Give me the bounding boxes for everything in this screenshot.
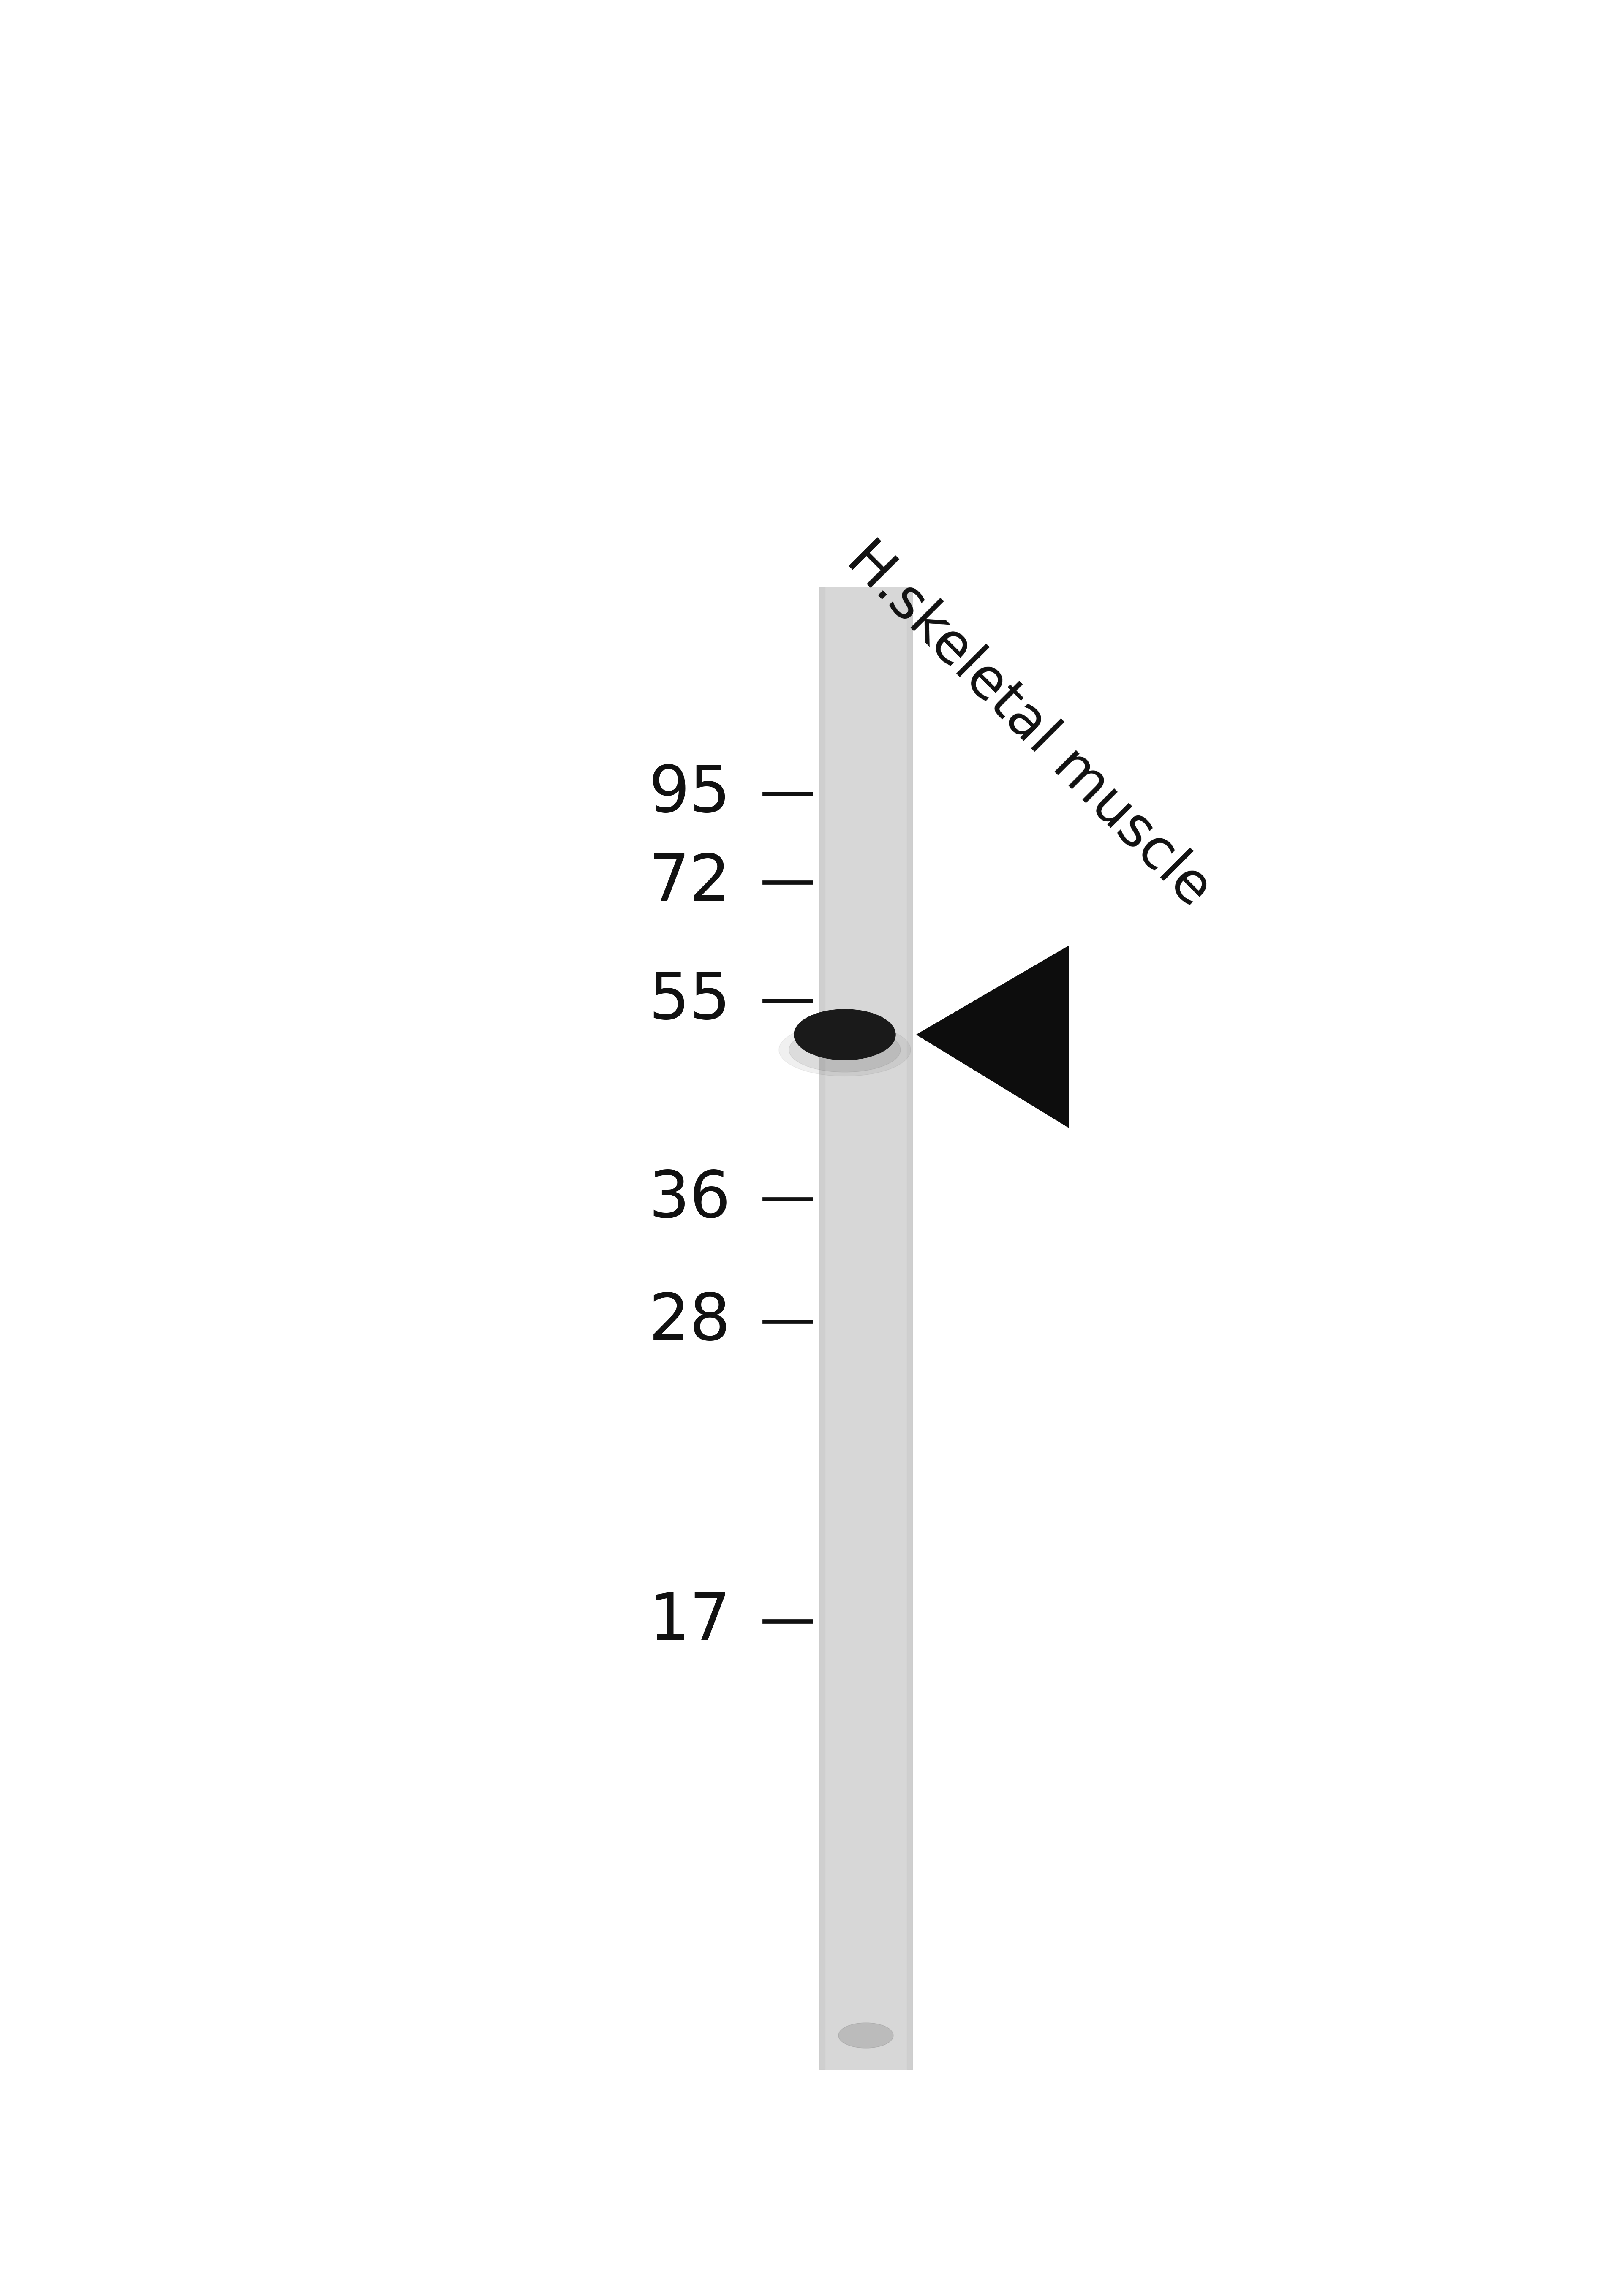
- Text: 28: 28: [649, 1290, 732, 1352]
- Text: 95: 95: [649, 762, 732, 824]
- Text: H.skeletal muscle: H.skeletal muscle: [837, 533, 1221, 916]
- Ellipse shape: [795, 1010, 895, 1061]
- Bar: [819, 588, 826, 2069]
- Ellipse shape: [788, 1029, 900, 1072]
- Text: 17: 17: [649, 1591, 732, 1653]
- Text: 72: 72: [649, 852, 732, 914]
- Polygon shape: [916, 946, 1069, 1127]
- Bar: [819, 588, 912, 2069]
- Ellipse shape: [839, 2023, 894, 2048]
- Ellipse shape: [779, 1024, 910, 1077]
- Text: 55: 55: [649, 969, 732, 1033]
- Bar: [907, 588, 912, 2069]
- Text: 36: 36: [649, 1169, 732, 1231]
